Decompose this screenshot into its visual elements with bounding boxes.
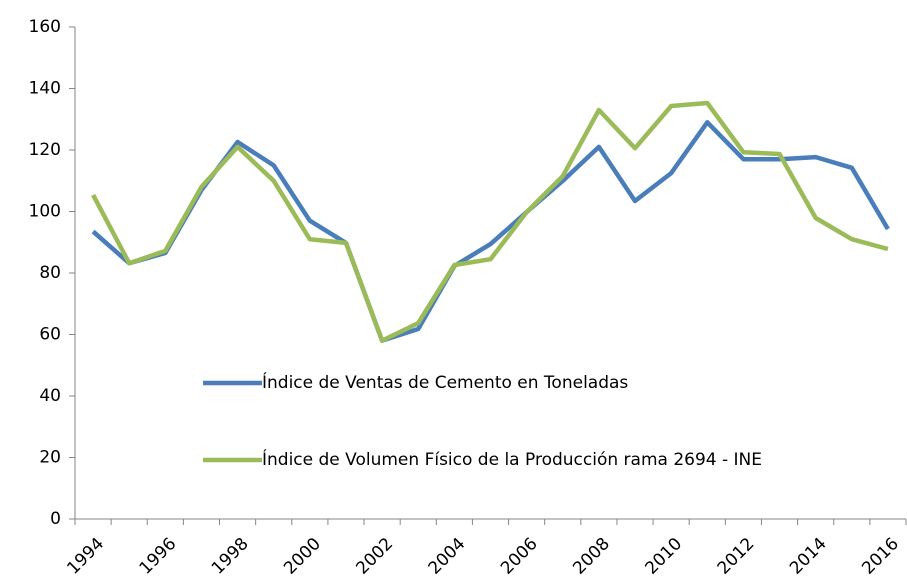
x-tick-label: 2002 — [352, 534, 397, 579]
y-tick-label: 0 — [50, 509, 61, 529]
series-line — [91, 100, 889, 343]
x-tick-label: 2006 — [497, 534, 542, 579]
y-tick-label: 80 — [39, 263, 61, 283]
y-tick-label: 120 — [29, 140, 61, 160]
y-tick-label: 40 — [39, 386, 61, 406]
y-tick-label: 140 — [29, 79, 61, 99]
x-tick-label: 1994 — [63, 534, 108, 579]
x-tick-label: 2004 — [425, 534, 470, 579]
y-tick-label: 160 — [29, 17, 61, 37]
legend-label: Índice de Ventas de Cemento en Toneladas — [262, 371, 628, 393]
x-tick-label: 2012 — [714, 534, 759, 579]
x-tick-label: 2010 — [641, 534, 686, 579]
y-tick-label: 60 — [39, 325, 61, 345]
x-tick-label: 2016 — [858, 534, 903, 579]
y-tick-label: 100 — [29, 202, 61, 222]
x-tick-label: 2014 — [786, 534, 831, 579]
x-tick-label: 1996 — [136, 534, 181, 579]
x-tick-label: 1998 — [208, 534, 253, 579]
legend-label: Índice de Volumen Físico de la Producció… — [262, 448, 762, 470]
x-tick-label: 2000 — [280, 534, 325, 579]
y-tick-label: 20 — [39, 448, 61, 468]
x-tick-label: 2008 — [569, 534, 614, 579]
